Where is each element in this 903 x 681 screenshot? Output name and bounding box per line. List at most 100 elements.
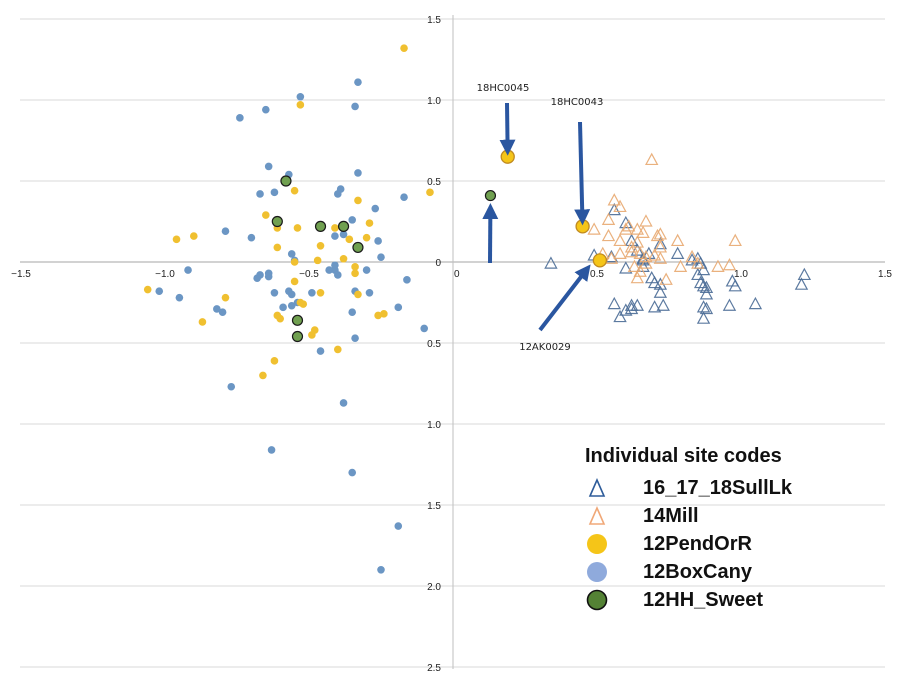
- y-tick-label: 2.0: [427, 582, 441, 593]
- data-point-16_17_18SullLk: [693, 275, 708, 289]
- data-point-16_17_18SullLk: [647, 275, 662, 289]
- data-point-16_17_18SullLk: [699, 280, 714, 294]
- data-point-14Mill: [670, 233, 685, 247]
- data-point-14Mill: [711, 259, 725, 272]
- legend-label: 12PendOrR: [643, 532, 752, 555]
- data-point-12BoxCany: [354, 169, 362, 177]
- data-point-16_17_18SullLk: [696, 279, 711, 292]
- data-point-12PendOrR: [259, 371, 267, 380]
- data-point-16_17_18SullLk: [624, 301, 639, 315]
- data-point-12BoxCany: [236, 114, 244, 122]
- data-point-12BoxCany: [316, 347, 325, 355]
- data-point-14Mill: [621, 219, 636, 232]
- data-point-12BoxCany: [394, 522, 403, 530]
- data-point-12PendOrR: [221, 293, 230, 302]
- legend-entry: 14Mill: [585, 502, 792, 530]
- tick-labels: −1.5 −1.0 −0.5 0 0.5 1.0 1.5 1.5 1.0 0.5 0 0.5 1.0 1.…: [11, 15, 892, 674]
- data-point-12BoxCany: [270, 288, 279, 297]
- data-point-14Mill: [639, 249, 653, 263]
- legend-label: 14Mill: [643, 504, 699, 527]
- data-point-12HH_Sweet: [280, 175, 292, 187]
- data-point-12BoxCany: [351, 334, 359, 342]
- triangle-marker-icon: [585, 476, 609, 500]
- legend-entry: 16_17_18SullLk: [585, 474, 792, 502]
- data-point-12BoxCany: [365, 288, 374, 297]
- data-point-14Mill: [627, 259, 642, 272]
- data-point-12PendOrR: [198, 318, 207, 326]
- circle-marker-icon: [585, 532, 609, 556]
- data-point-12BoxCany: [262, 105, 270, 114]
- x-tick-label: −0.5: [299, 269, 319, 280]
- legend-title: Individual site codes: [585, 445, 782, 467]
- data-point-12BoxCany: [184, 266, 192, 274]
- data-point-12PendOrR: [351, 263, 359, 271]
- data-point-14Mill: [636, 225, 650, 238]
- x-tick-label: 1.0: [734, 269, 748, 280]
- data-point-12BoxCany: [247, 233, 256, 242]
- data-point-12BoxCany: [348, 216, 357, 224]
- data-point-16_17_18SullLk: [630, 298, 645, 311]
- data-point-16_17_18SullLk: [656, 298, 670, 311]
- data-point-12BoxCany: [155, 287, 164, 295]
- data-point-12PendOrR: [316, 242, 325, 250]
- x-tick-label: 0.5: [590, 269, 604, 280]
- data-point-12BoxCany: [256, 190, 264, 198]
- data-point-12BoxCany: [348, 468, 357, 477]
- triangle-marker-icon: [585, 504, 609, 528]
- legend-entry: 12PendOrR: [585, 530, 792, 558]
- data-point-14Mill: [630, 235, 645, 248]
- legend-entry: 12HH_Sweet: [585, 586, 792, 614]
- data-point-16_17_18SullLk: [685, 253, 699, 266]
- data-point-12BoxCany: [175, 293, 184, 302]
- data-point-14Mill: [659, 272, 673, 285]
- y-tick-label: 0: [435, 258, 441, 269]
- data-point-12BoxCany: [227, 382, 236, 391]
- y-tick-label: 1.0: [427, 420, 441, 431]
- y-tick-label: 1.0: [427, 96, 441, 107]
- data-point-14Mill: [653, 251, 668, 264]
- legend-label: 12BoxCany: [643, 560, 752, 583]
- data-point-16_17_18SullLk: [642, 246, 656, 259]
- data-point-14Mill: [613, 233, 627, 247]
- data-point-16_17_18SullLk: [613, 309, 627, 323]
- data-point-12PendOrR: [308, 331, 316, 339]
- data-point-12BoxCany: [420, 324, 429, 333]
- data-point-12HH_Sweet: [314, 220, 327, 232]
- data-point-12PendOrR: [293, 224, 302, 232]
- data-point-14Mill: [633, 264, 647, 277]
- data-point-12HH_Sweet: [337, 220, 350, 232]
- data-point-12BoxCany: [351, 102, 359, 111]
- data-point-16_17_18SullLk: [544, 256, 558, 269]
- data-point-16_17_18SullLk: [607, 296, 621, 310]
- data-point-16_17_18SullLk: [748, 296, 763, 310]
- data-point-14Mill: [673, 259, 688, 272]
- data-point-16_17_18SullLk: [607, 202, 621, 216]
- data-point-12PendOrR: [290, 277, 299, 286]
- data-point-14Mill: [647, 248, 662, 261]
- data-point-16_17_18SullLk: [797, 267, 812, 281]
- legend: Individual site codes 16_17_18SullLk 14Mi…: [585, 445, 792, 614]
- data-point-12PendOrR: [354, 196, 362, 205]
- x-tick-label: −1.5: [11, 269, 31, 280]
- data-point-12BoxCany: [287, 301, 296, 310]
- data-point-12BoxCany: [377, 566, 385, 574]
- data-point-16_17_18SullLk: [619, 215, 633, 229]
- annotation-label: 12AK0029: [519, 342, 571, 353]
- data-point-14Mill: [653, 227, 668, 240]
- data-point-14Mill: [630, 222, 645, 235]
- data-point-12BoxCany: [362, 266, 371, 274]
- legend-label: 16_17_18SullLk: [643, 476, 792, 499]
- data-point-16_17_18SullLk: [604, 249, 619, 263]
- data-point-12BoxCany: [287, 290, 296, 299]
- highlighted-point: [575, 219, 590, 234]
- highlighted-point: [592, 253, 608, 268]
- data-point-14Mill: [613, 199, 627, 213]
- data-point-12PendOrR: [270, 357, 279, 365]
- data-point-14Mill: [633, 246, 647, 259]
- y-tick-label: 0.5: [427, 339, 441, 350]
- data-point-16_17_18SullLk: [696, 300, 711, 313]
- data-point-16_17_18SullLk: [794, 277, 809, 290]
- data-point-12BoxCany: [296, 92, 305, 101]
- data-point-16_17_18SullLk: [647, 300, 662, 313]
- data-point-12PendOrR: [190, 232, 198, 240]
